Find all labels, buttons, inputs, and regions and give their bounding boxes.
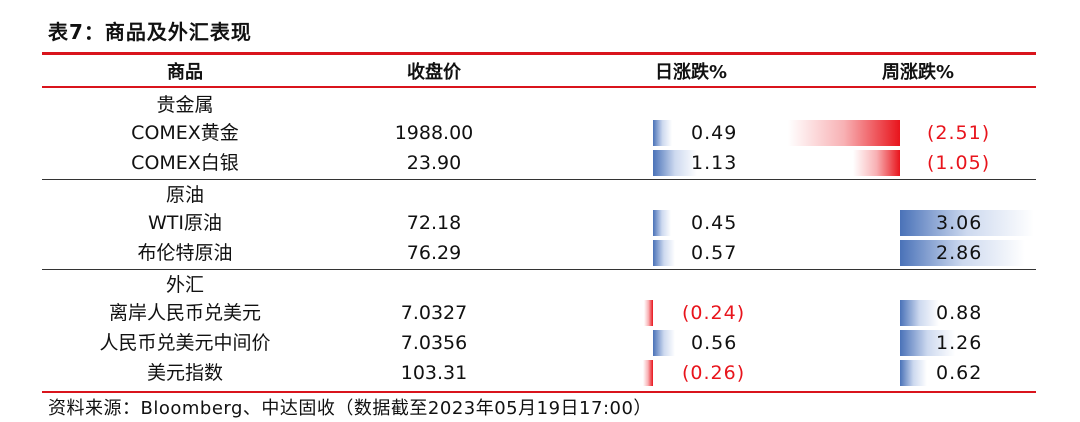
- day-change-bar: [653, 240, 676, 266]
- header-rule: [42, 86, 1036, 88]
- week-change-cell: 0.88: [787, 300, 1036, 326]
- week-change-value: 3.06: [936, 212, 983, 234]
- day-change-value: 1.13: [691, 152, 738, 174]
- header-week: 周涨跌%: [881, 62, 955, 83]
- row-close-price: 72.18: [406, 212, 462, 234]
- day-change-value: (0.24): [682, 302, 746, 324]
- day-change-cell: 0.56: [653, 330, 863, 356]
- day-change-cell: 0.49: [653, 120, 863, 146]
- row-name: 人民币兑美元中间价: [99, 332, 271, 354]
- group-row: 原油: [42, 180, 1036, 210]
- day-change-value: 0.49: [691, 122, 738, 144]
- row-name: 布伦特原油: [137, 242, 233, 264]
- day-change-cell: (0.26): [643, 360, 863, 386]
- day-change-cell: (0.24): [643, 300, 863, 326]
- day-change-cell: 0.57: [653, 240, 863, 266]
- top-rule: [42, 52, 1036, 55]
- week-change-value: 0.62: [936, 362, 983, 384]
- day-change-bar: [653, 210, 671, 236]
- day-change-bar: [653, 330, 675, 356]
- table-row: 美元指数 103.31 (0.26) 0.62: [42, 358, 1036, 388]
- week-change-value: (1.05): [927, 152, 991, 174]
- row-close-price: 1988.00: [394, 122, 474, 144]
- row-name: COMEX白银: [131, 152, 239, 174]
- group-divider: [42, 179, 1036, 180]
- day-change-value: (0.26): [682, 362, 746, 384]
- header-name: 商品: [167, 62, 203, 83]
- row-close-price: 7.0356: [400, 332, 468, 354]
- table-title: 表7：商品及外汇表现: [48, 20, 252, 44]
- week-change-cell: (2.51): [787, 120, 1036, 146]
- day-change-bar: [643, 300, 653, 326]
- week-change-bar: [788, 120, 900, 146]
- week-change-value: 0.88: [936, 302, 983, 324]
- day-change-cell: 0.45: [653, 210, 863, 236]
- row-name: 美元指数: [146, 362, 223, 384]
- day-change-value: 0.57: [691, 242, 738, 264]
- row-name: COMEX黄金: [131, 122, 239, 144]
- day-change-bar: [643, 360, 653, 386]
- day-change-bar: [653, 150, 697, 176]
- week-change-cell: 1.26: [787, 330, 1036, 356]
- week-change-bar: [900, 240, 1026, 266]
- day-change-value: 0.56: [691, 332, 738, 354]
- table-row: WTI原油 72.18 0.45 3.06: [42, 208, 1036, 238]
- week-change-cell: 0.62: [787, 360, 1036, 386]
- table-row: COMEX黄金 1988.00 0.49 (2.51): [42, 118, 1036, 148]
- week-change-bar: [900, 300, 939, 326]
- week-change-cell: (1.05): [787, 150, 1036, 176]
- week-change-value: 2.86: [936, 242, 983, 264]
- group-label: 贵金属: [156, 94, 214, 116]
- week-change-cell: 2.86: [787, 240, 1036, 266]
- group-label: 外汇: [165, 274, 204, 296]
- week-change-cell: 3.06: [787, 210, 1036, 236]
- table-row: 离岸人民币兑美元 7.0327 (0.24) 0.88: [42, 298, 1036, 328]
- week-change-value: (2.51): [927, 122, 991, 144]
- table-row: COMEX白银 23.90 1.13 (1.05): [42, 148, 1036, 178]
- week-change-value: 1.26: [936, 332, 983, 354]
- week-change-bar: [900, 360, 928, 386]
- group-divider: [42, 269, 1036, 270]
- group-row: 贵金属: [42, 90, 1036, 120]
- bottom-rule: [42, 391, 1036, 393]
- day-change-cell: 1.13: [653, 150, 863, 176]
- day-change-bar: [653, 120, 673, 146]
- row-name: 离岸人民币兑美元: [108, 302, 261, 324]
- table-row: 人民币兑美元中间价 7.0356 0.56 1.26: [42, 328, 1036, 358]
- table-row: 布伦特原油 76.29 0.57 2.86: [42, 238, 1036, 268]
- group-row: 外汇: [42, 270, 1036, 300]
- row-close-price: 76.29: [406, 242, 462, 264]
- row-close-price: 7.0327: [400, 302, 468, 324]
- header-close: 收盘价: [407, 62, 461, 83]
- week-change-bar: [900, 330, 956, 356]
- source-note: 资料来源：Bloomberg、中达固收（数据截至2023年05月19日17:00…: [48, 398, 652, 419]
- day-change-value: 0.45: [691, 212, 738, 234]
- row-close-price: 23.90: [406, 152, 462, 174]
- week-change-bar: [853, 150, 900, 176]
- week-change-bar: [900, 210, 1034, 236]
- group-label: 原油: [165, 184, 204, 206]
- row-close-price: 103.31: [400, 362, 468, 384]
- header-day: 日涨跌%: [654, 62, 728, 83]
- row-name: WTI原油: [148, 212, 222, 234]
